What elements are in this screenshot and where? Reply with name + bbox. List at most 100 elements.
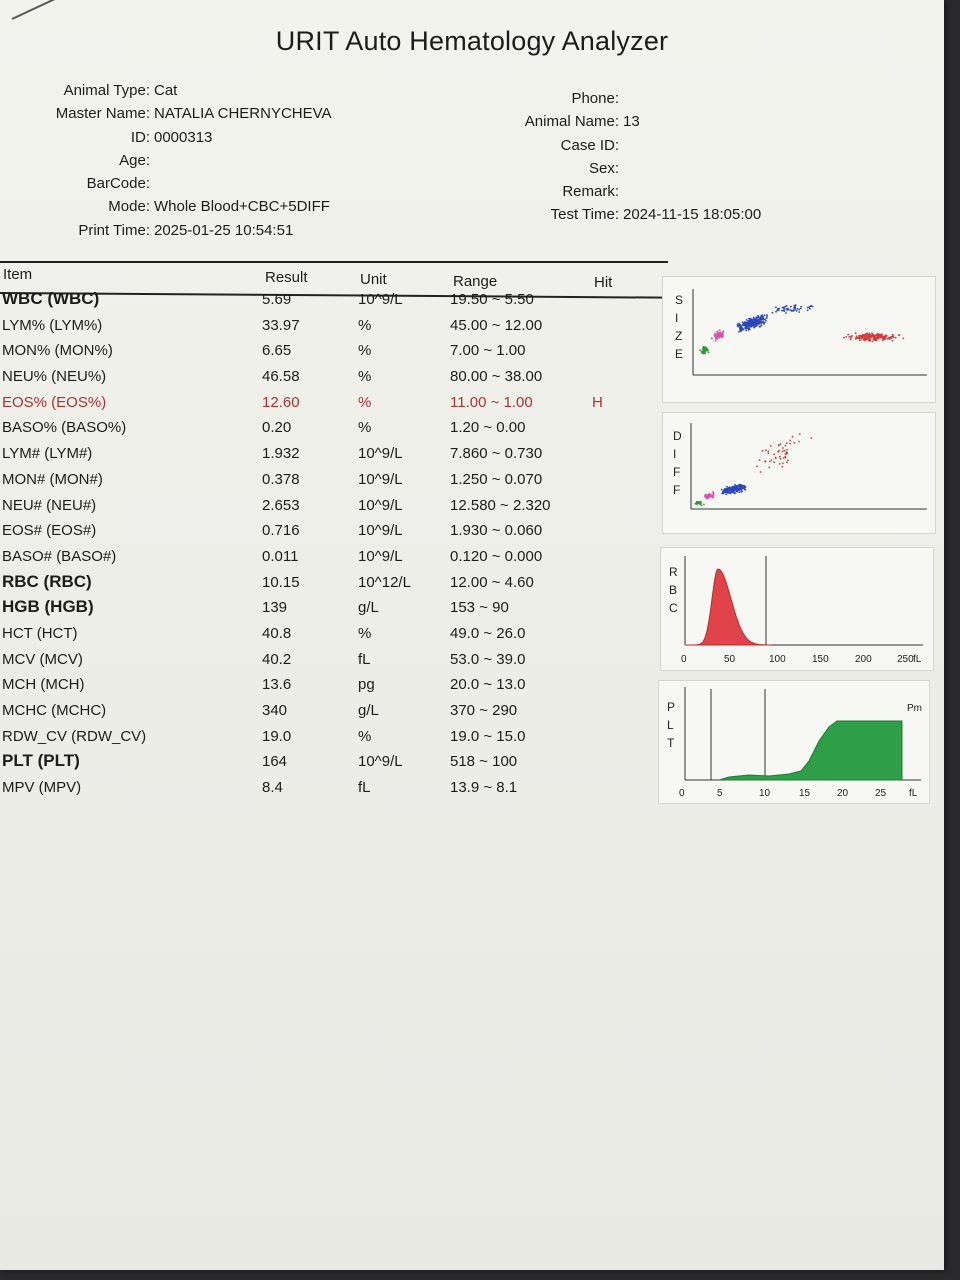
size-blue-point [742,322,745,325]
size-blue-tail-point [806,306,809,309]
cell-unit: 10^9/L [358,496,403,514]
patient-left-label: Print Time: [78,221,150,239]
cell-result: 46.58 [262,368,300,386]
size-pink-point [721,335,724,338]
diff-green-point [702,503,705,506]
size-blue-point [762,318,765,320]
patient-left-row: ID: 0000313 [0,126,332,149]
size-red-point [871,332,873,335]
cell-result: 164 [262,753,288,771]
size-axis-letter: E [675,347,683,361]
cell-result: 6.65 [262,342,292,360]
size-blue-tail-point [795,309,798,312]
diff-blue-point [741,484,743,487]
plt-axis-letter: T [667,736,675,750]
diff-blue-point [732,486,735,489]
size-blue-point [762,316,764,319]
diff-red-point [782,447,784,449]
size-red-point [850,335,852,338]
size-blue-point [763,314,766,316]
patient-right-row: Remark: [480,180,761,203]
diff-blue-point [743,488,746,490]
cell-unit: % [358,342,372,360]
cell-item: MON% (MON%) [2,342,113,360]
cell-unit: fL [358,650,371,668]
diff-red-point [785,451,788,454]
diff-blue-point [739,488,742,491]
size-red-point [884,334,887,337]
diff-blue-point [736,486,739,489]
size-blue-point [747,327,750,330]
cell-item: MCH (MCH) [2,676,85,694]
size-pink-point [718,336,721,339]
cell-result: 2.653 [262,496,300,514]
header-result: Result [265,269,308,286]
cell-unit: 10^9/L [358,445,403,463]
size-blue-point [751,322,753,325]
diff-red-point [782,462,784,465]
diff-blue-point [738,491,741,494]
diff-red-point [798,440,800,443]
header-rule-top [0,261,668,263]
diff-pink-point [709,493,712,496]
size-blue-tail-point [787,308,789,311]
header-item: Item [3,266,33,283]
size-blue-point [765,319,767,322]
diff-blue-point [741,486,743,488]
cell-item: BASO# (BASO#) [2,547,117,565]
size-blue-tail-point [783,307,786,310]
size-green-point [702,348,704,350]
cell-range: 20.0 ~ 13.0 [450,676,526,694]
diff-pink-point [707,496,710,499]
cell-hit: H [592,393,603,411]
cell-item: HGB (HGB) [2,597,94,617]
size-blue-tail-point [798,308,801,311]
size-blue-point [764,318,766,321]
header-rule-bottom [0,292,668,299]
size-blue-tail-point [794,309,796,311]
size-blue-point [742,328,745,331]
size-red-point [891,339,894,342]
size-red-point [867,336,870,339]
cell-item: MCV (MCV) [2,650,83,668]
patient-left-label: ID: [130,128,150,146]
diff-axis-letter: F [673,465,680,479]
rbc-tick-label: 200 [855,654,872,665]
cell-result: 1.932 [262,445,300,463]
cell-result: 40.2 [262,650,292,668]
size-axis-letter: Z [675,329,682,343]
size-blue-point [762,320,765,323]
diff-pink-point [712,491,714,493]
patient-left-row: BarCode: [0,172,332,195]
cell-result: 0.716 [262,522,300,540]
size-red-point [863,336,866,339]
cell-result: 40.8 [262,624,292,642]
patient-right-row: Case ID: [480,134,761,157]
cell-item: MPV (MPV) [2,779,82,797]
cell-range: 0.120 ~ 0.000 [450,547,543,565]
cell-range: 19.50 ~ 5.50 [450,291,534,308]
diff-blue-point [741,490,743,493]
size-blue-point [736,323,739,325]
patient-right-label: Sex: [588,159,619,177]
cell-unit: % [358,368,372,386]
diff-red-point [761,449,764,452]
size-blue-tail-point [808,307,811,310]
size-red-point [884,337,887,340]
diff-blue-point [731,489,734,491]
size-blue-tail-point [792,309,795,312]
size-blue-point [749,321,752,323]
diff-blue-point [738,489,741,492]
size-blue-point [753,318,756,321]
diff-red-point [767,452,770,455]
cell-range: 7.860 ~ 0.730 [450,445,543,463]
size-blue-point [741,321,744,324]
diff-red-point [783,449,786,452]
size-blue-point [755,316,758,319]
size-blue-tail-point [777,309,780,312]
cell-item: NEU% (NEU%) [2,368,107,386]
size-pink-point [715,335,718,337]
size-blue-point [738,330,740,333]
size-pink-point [714,333,717,336]
diff-blue-point [722,490,725,493]
